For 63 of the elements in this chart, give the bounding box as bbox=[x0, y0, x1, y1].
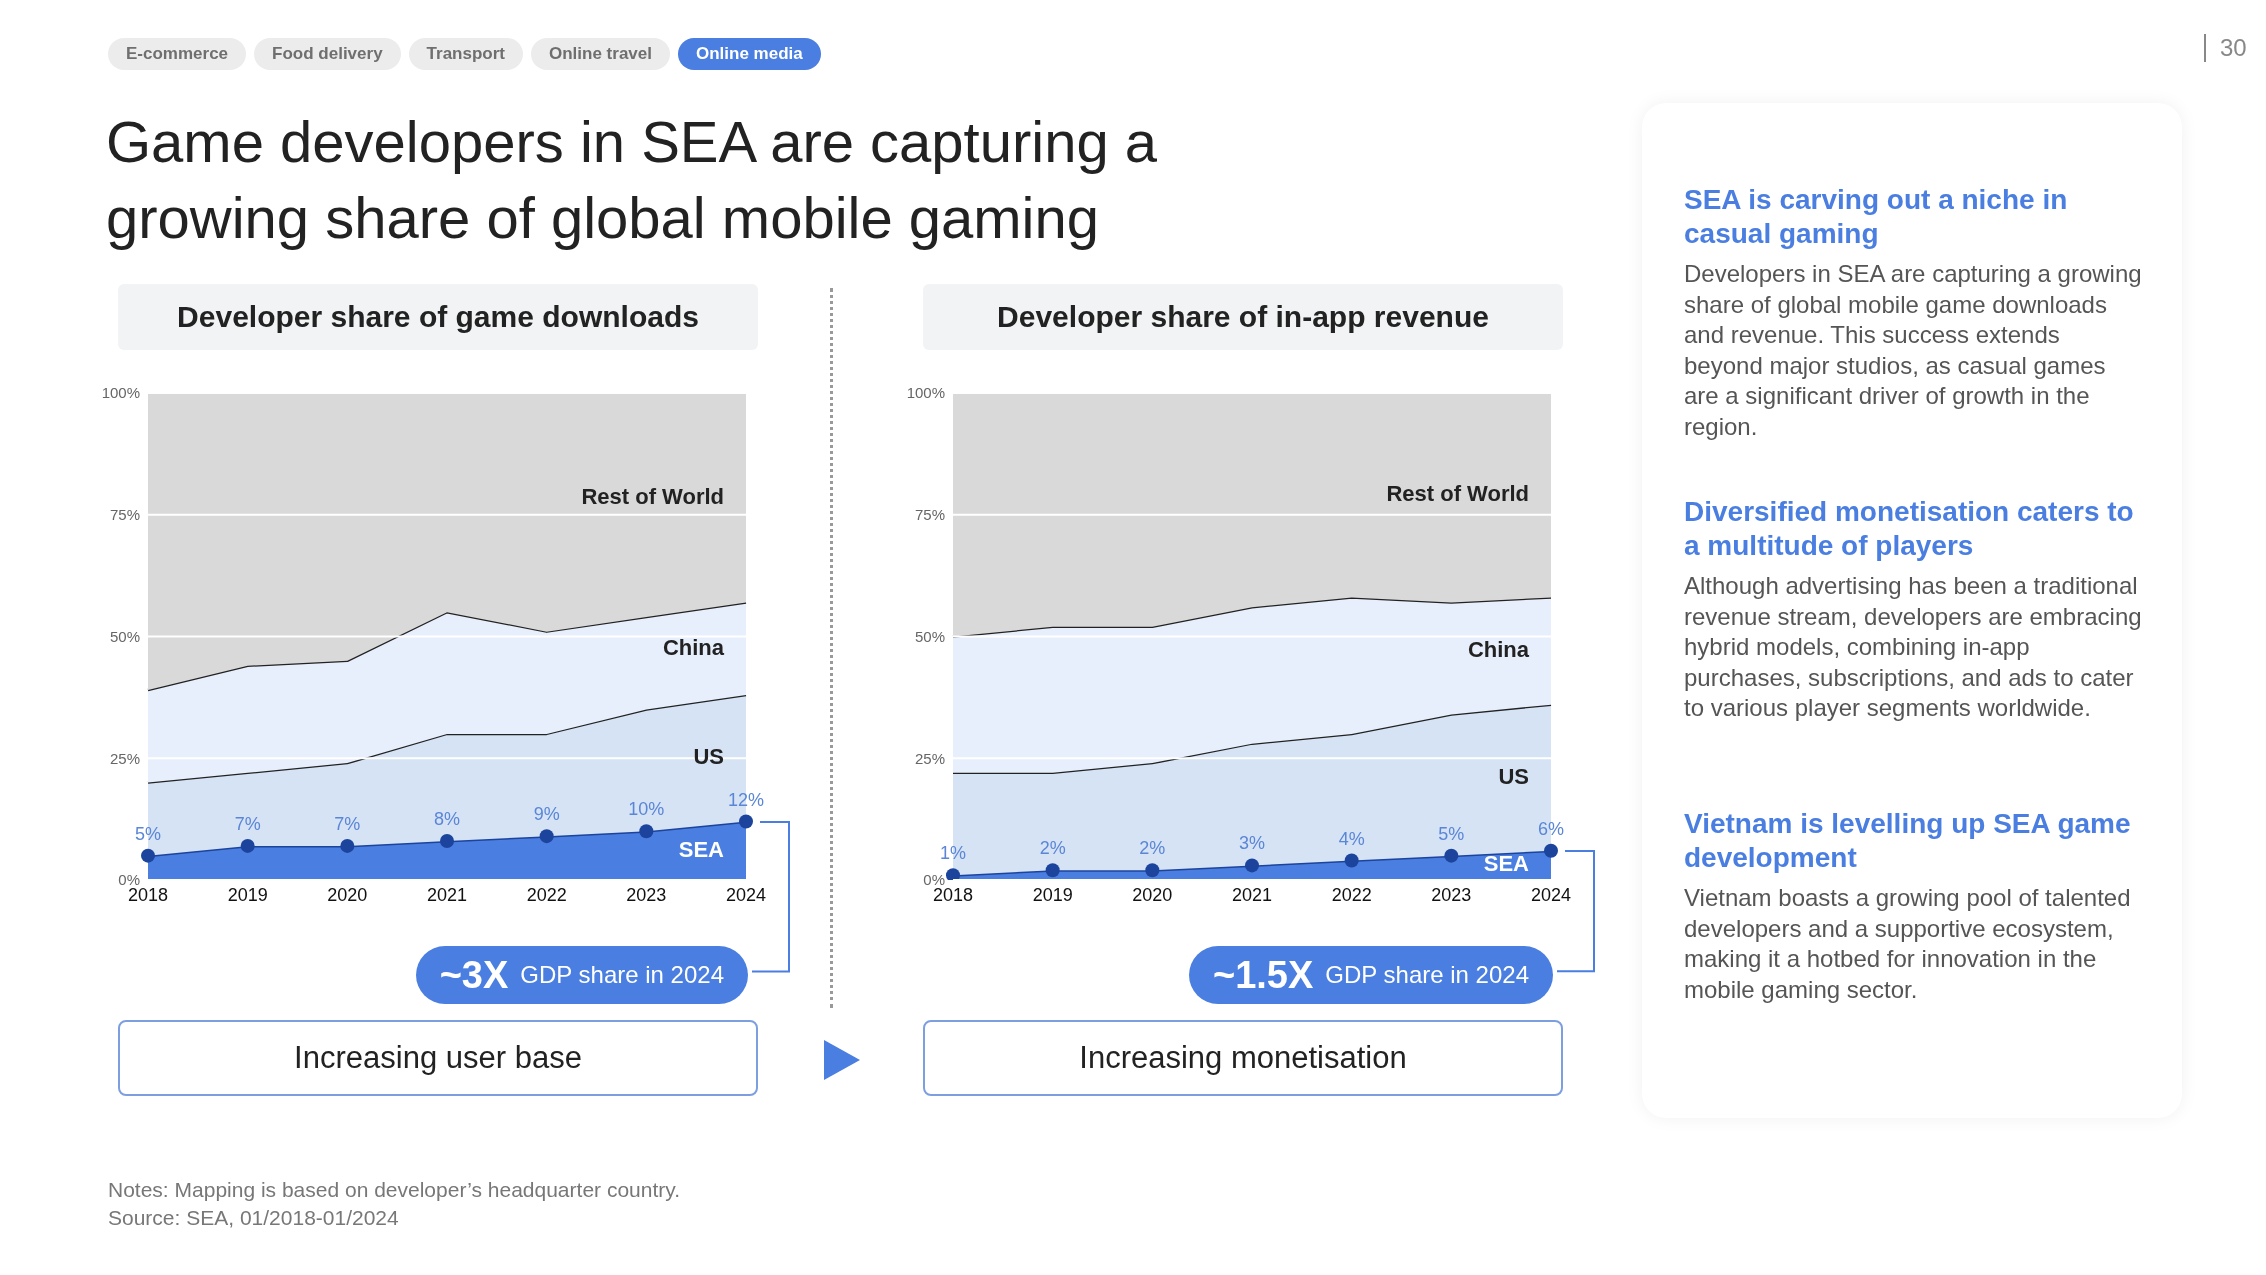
data-label: 6% bbox=[1537, 818, 1565, 839]
x-tick-label: 2023 bbox=[626, 884, 667, 905]
data-label: 2% bbox=[1139, 838, 1166, 859]
chart-title: Developer share of in-app revenue bbox=[923, 284, 1563, 350]
data-label: 10% bbox=[628, 799, 665, 820]
text: Developers in SEA are capturing a growing share of global mobile game downloads and revenue. This success extends beyond major studios, as casual games are a significant driver of growth in the region. bbox=[1684, 259, 2143, 442]
data-label: 9% bbox=[533, 804, 560, 825]
text: Notes: Mapping is based on developer’s headquarter country. bbox=[108, 1177, 681, 1203]
text: Although advertising has been a traditional revenue stream, developers are embracing hybrid models, combining in-app purchases, subscriptions, and ads to cater to various player segments worldwide. bbox=[1684, 571, 2143, 723]
text: Online media bbox=[677, 38, 821, 70]
text: E-commerce bbox=[108, 38, 247, 70]
text: Transport bbox=[408, 38, 523, 70]
text: Increasing monetisation bbox=[923, 1020, 1563, 1096]
y-tick-label: 25% bbox=[914, 749, 945, 767]
x-tick-label: 2024 bbox=[725, 884, 767, 905]
data-label: 7% bbox=[234, 813, 261, 834]
x-tick-label: 2020 bbox=[327, 884, 368, 905]
data-label: 4% bbox=[1338, 828, 1365, 849]
series-label: China bbox=[662, 634, 724, 661]
x-tick-label: 2024 bbox=[1530, 884, 1572, 905]
y-tick-label: 100% bbox=[906, 384, 945, 402]
chart-title: Developer share of game downloads bbox=[118, 284, 758, 350]
text: Game developers in SEA are capturing a growing share of global mobile gaming bbox=[106, 108, 1159, 252]
data-label: 3% bbox=[1238, 833, 1266, 854]
x-tick-label: 2023 bbox=[1431, 884, 1472, 905]
series-label: Rest of World bbox=[1386, 481, 1529, 508]
x-tick-label: 2022 bbox=[526, 884, 567, 905]
y-tick-label: 50% bbox=[914, 627, 945, 645]
series-label: US bbox=[1498, 763, 1529, 790]
source-note: Source: SEA, 01/2018-01/2024 bbox=[108, 1205, 400, 1231]
data-label: 12% bbox=[727, 789, 765, 810]
data-label: 1% bbox=[939, 843, 967, 864]
data-label: 8% bbox=[433, 809, 461, 830]
x-tick-label: 2021 bbox=[426, 884, 468, 905]
text: 30 bbox=[2204, 34, 2247, 62]
text: ~3X GDP share in 2024 bbox=[439, 953, 724, 997]
x-tick-label: 2020 bbox=[1132, 884, 1173, 905]
x-tick-label: 2019 bbox=[227, 884, 268, 905]
data-label: 5% bbox=[134, 823, 162, 844]
x-tick-label: 2022 bbox=[1331, 884, 1372, 905]
data-label: 2% bbox=[1039, 838, 1066, 859]
series-label: China bbox=[1467, 637, 1529, 664]
data-label: 7% bbox=[334, 813, 361, 834]
y-tick-label: 75% bbox=[914, 506, 945, 524]
y-tick-label: 50% bbox=[109, 627, 140, 645]
text: SEA is carving out a niche in casual gaming bbox=[1684, 183, 2069, 251]
x-tick-label: 2019 bbox=[1032, 884, 1073, 905]
series-label: SEA bbox=[678, 836, 724, 863]
series-label: US bbox=[693, 744, 724, 771]
text: ~1.5X GDP share in 2024 bbox=[1212, 953, 1529, 997]
x-tick-label: 2021 bbox=[1231, 884, 1273, 905]
text: Online travel bbox=[531, 38, 670, 70]
text: Increasing user base bbox=[118, 1020, 758, 1096]
series-label: Rest of World bbox=[581, 483, 724, 510]
text: Vietnam boasts a growing pool of talented developers and a supportive ecosystem, making it a hotbed for innovation in the mobile gaming sector. bbox=[1684, 883, 2132, 1005]
text: Diversified monetisation caters to a multitude of players bbox=[1684, 495, 2135, 563]
data-label: 5% bbox=[1438, 823, 1465, 844]
y-tick-label: 75% bbox=[109, 506, 140, 524]
series-label: SEA bbox=[1483, 851, 1529, 878]
y-tick-label: 100% bbox=[101, 384, 140, 402]
text: Food delivery bbox=[254, 38, 401, 70]
y-tick-label: 25% bbox=[109, 749, 140, 767]
text: Vietnam is levelling up SEA game development bbox=[1684, 807, 2132, 875]
